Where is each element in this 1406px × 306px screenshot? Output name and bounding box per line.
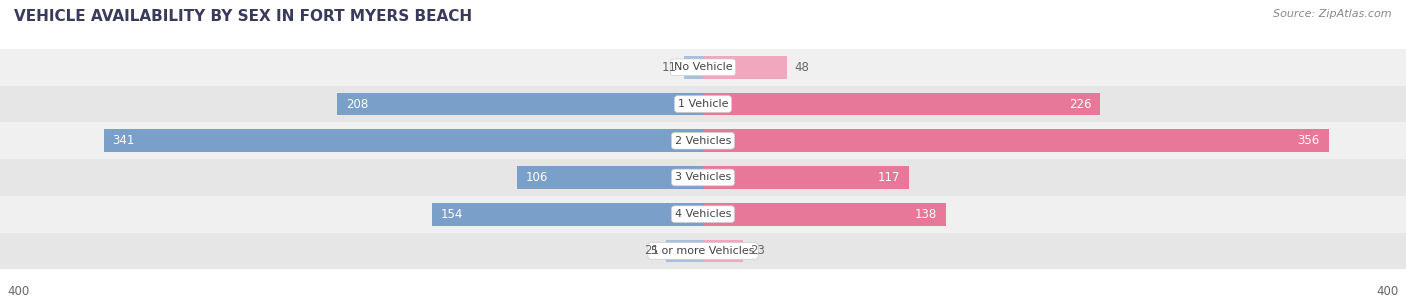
Bar	[703, 129, 1329, 152]
Bar	[0, 233, 1406, 269]
Bar	[0, 49, 1406, 86]
Bar	[703, 93, 1099, 115]
Text: 4 Vehicles: 4 Vehicles	[675, 209, 731, 219]
Bar	[433, 203, 703, 226]
Text: Source: ZipAtlas.com: Source: ZipAtlas.com	[1274, 9, 1392, 19]
Text: 106: 106	[526, 171, 548, 184]
Text: 356: 356	[1298, 134, 1320, 147]
Text: 48: 48	[794, 61, 810, 74]
Text: 5 or more Vehicles: 5 or more Vehicles	[651, 246, 755, 256]
Text: VEHICLE AVAILABILITY BY SEX IN FORT MYERS BEACH: VEHICLE AVAILABILITY BY SEX IN FORT MYER…	[14, 9, 472, 24]
Text: 400: 400	[1376, 285, 1399, 297]
Text: 21: 21	[644, 244, 659, 257]
Bar	[0, 86, 1406, 122]
Bar	[703, 166, 908, 189]
Text: 23: 23	[751, 244, 765, 257]
Text: 341: 341	[112, 134, 135, 147]
Text: 11: 11	[662, 61, 676, 74]
Text: No Vehicle: No Vehicle	[673, 62, 733, 72]
Text: 1 Vehicle: 1 Vehicle	[678, 99, 728, 109]
Bar	[104, 129, 703, 152]
Bar	[337, 93, 703, 115]
Bar	[703, 203, 945, 226]
Bar	[703, 56, 787, 79]
Text: 154: 154	[441, 208, 464, 221]
Text: 2 Vehicles: 2 Vehicles	[675, 136, 731, 146]
Bar	[703, 240, 744, 262]
Bar	[0, 122, 1406, 159]
Text: 138: 138	[914, 208, 936, 221]
Text: 3 Vehicles: 3 Vehicles	[675, 173, 731, 182]
Bar	[0, 196, 1406, 233]
Text: 400: 400	[7, 285, 30, 297]
Text: 226: 226	[1069, 98, 1091, 110]
Bar	[0, 159, 1406, 196]
Bar	[683, 56, 703, 79]
Text: 117: 117	[877, 171, 900, 184]
Text: 208: 208	[346, 98, 368, 110]
Bar	[666, 240, 703, 262]
Bar	[517, 166, 703, 189]
